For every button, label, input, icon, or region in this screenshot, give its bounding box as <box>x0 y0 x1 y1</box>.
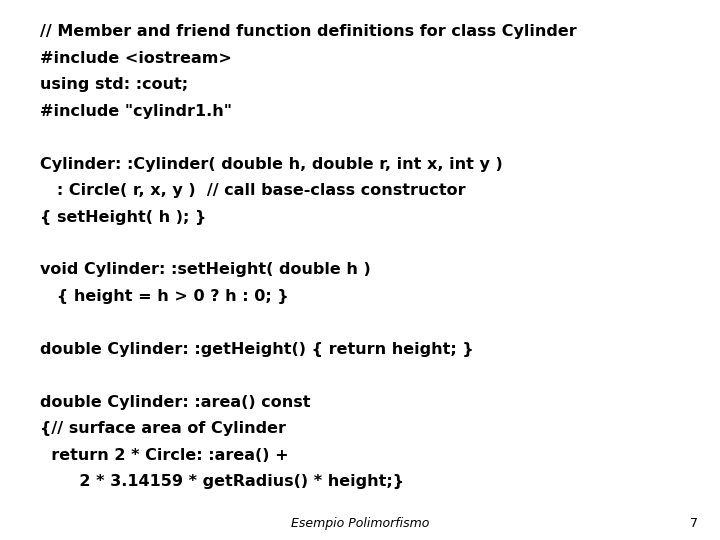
Text: return 2 * Circle: :area() +: return 2 * Circle: :area() + <box>40 448 288 463</box>
Text: double Cylinder: :area() const: double Cylinder: :area() const <box>40 395 310 410</box>
Text: : Circle( r, x, y )  // call base-class constructor: : Circle( r, x, y ) // call base-class c… <box>40 183 465 198</box>
Text: Esempio Polimorfismo: Esempio Polimorfismo <box>291 517 429 530</box>
Text: #include <iostream>: #include <iostream> <box>40 51 231 66</box>
Text: { setHeight( h ); }: { setHeight( h ); } <box>40 210 206 225</box>
Text: #include "cylindr1.h": #include "cylindr1.h" <box>40 104 232 119</box>
Text: { height = h > 0 ? h : 0; }: { height = h > 0 ? h : 0; } <box>40 289 288 304</box>
Text: // Member and friend function definitions for class Cylinder: // Member and friend function definition… <box>40 24 576 39</box>
Text: double Cylinder: :getHeight() { return height; }: double Cylinder: :getHeight() { return h… <box>40 342 473 357</box>
Text: 7: 7 <box>690 517 698 530</box>
Text: 2 * 3.14159 * getRadius() * height;}: 2 * 3.14159 * getRadius() * height;} <box>40 474 404 489</box>
Text: void Cylinder: :setHeight( double h ): void Cylinder: :setHeight( double h ) <box>40 262 370 278</box>
Text: using std: :cout;: using std: :cout; <box>40 77 188 92</box>
Text: {// surface area of Cylinder: {// surface area of Cylinder <box>40 421 286 436</box>
Text: Cylinder: :Cylinder( double h, double r, int x, int y ): Cylinder: :Cylinder( double h, double r,… <box>40 157 503 172</box>
